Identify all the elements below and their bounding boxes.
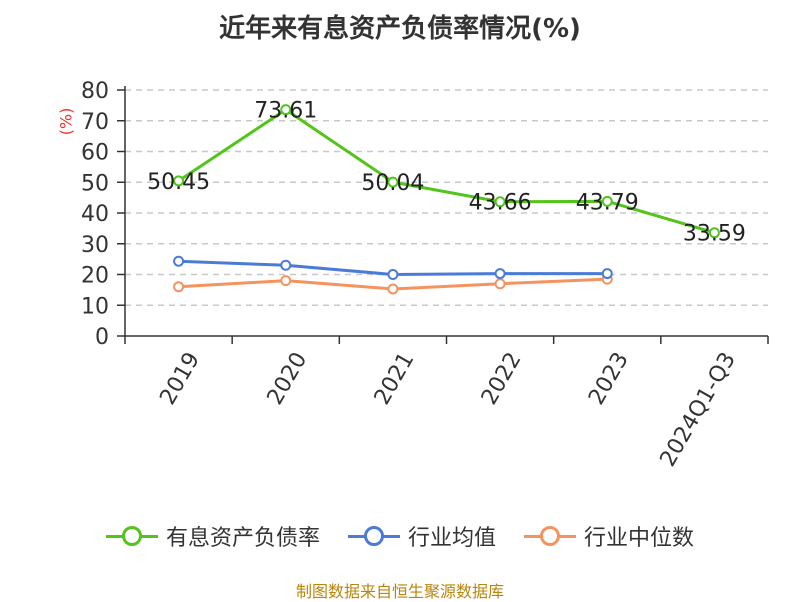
x-tick-label: 2020 bbox=[263, 348, 313, 409]
y-tick-label: 50 bbox=[81, 171, 109, 196]
data-label: 50.45 bbox=[147, 170, 210, 195]
data-point bbox=[280, 259, 292, 271]
legend-item-有息资产负债率[interactable]: 有息资产负债率 bbox=[105, 520, 320, 552]
y-tick-label: 40 bbox=[81, 202, 109, 227]
x-tick-label: 2023 bbox=[584, 348, 634, 409]
y-tick-label: 30 bbox=[81, 233, 109, 258]
legend: 有息资产负债率 行业均值 行业中位数 bbox=[0, 520, 800, 552]
y-tick-label: 10 bbox=[81, 294, 109, 319]
data-point bbox=[173, 281, 185, 293]
data-point bbox=[280, 104, 292, 116]
y-tick-label: 20 bbox=[81, 264, 109, 289]
data-point bbox=[280, 275, 292, 287]
data-point bbox=[387, 269, 399, 280]
data-point bbox=[601, 195, 613, 207]
legend-item-行业均值[interactable]: 行业均值 bbox=[347, 520, 496, 552]
data-label: 73.61 bbox=[254, 99, 317, 124]
legend-label: 有息资产负债率 bbox=[165, 526, 320, 551]
legend-label: 行业均值 bbox=[407, 526, 496, 551]
data-source: 制图数据来自恒生聚源数据库 bbox=[295, 582, 504, 601]
x-tick-label: 2024Q1-Q3 bbox=[656, 348, 741, 471]
data-label: 43.66 bbox=[469, 191, 532, 216]
y-tick-label: 0 bbox=[95, 325, 109, 350]
x-tick-label: 2019 bbox=[155, 348, 205, 409]
data-label: 43.79 bbox=[576, 190, 639, 215]
data-point bbox=[387, 176, 399, 188]
data-point bbox=[494, 268, 506, 280]
x-tick-label: 2022 bbox=[477, 348, 527, 409]
data-point bbox=[173, 175, 185, 187]
data-point bbox=[494, 196, 506, 208]
legend-item-行业中位数[interactable]: 行业中位数 bbox=[524, 520, 694, 552]
y-tick-label: 80 bbox=[81, 79, 109, 104]
chart-title: 近年来有息资产负债率情况(%) bbox=[219, 14, 581, 44]
y-tick-label: 60 bbox=[81, 141, 109, 166]
data-label: 33.59 bbox=[683, 222, 746, 247]
data-point bbox=[173, 255, 185, 267]
data-point bbox=[387, 283, 399, 295]
y-tick-label: 70 bbox=[81, 110, 109, 135]
legend-swatch-blue bbox=[347, 524, 400, 548]
data-point bbox=[601, 268, 613, 280]
data-label: 50.04 bbox=[361, 171, 424, 196]
series-line bbox=[177, 108, 715, 235]
data-point bbox=[708, 227, 720, 239]
legend-swatch-orange bbox=[524, 524, 576, 548]
x-tick-label: 2021 bbox=[370, 348, 420, 409]
data-point bbox=[494, 278, 506, 290]
legend-swatch-green bbox=[105, 524, 158, 548]
legend-label: 行业中位数 bbox=[584, 526, 695, 551]
